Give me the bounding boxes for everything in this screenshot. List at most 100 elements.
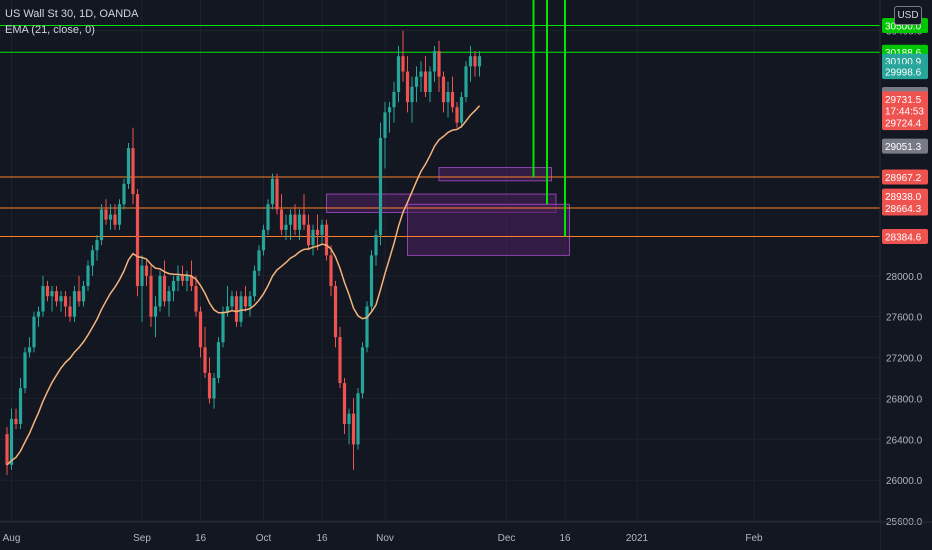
- candle-body: [356, 393, 360, 445]
- candle-body: [347, 413, 351, 424]
- candle-body: [369, 255, 374, 307]
- candle-body: [365, 306, 369, 348]
- price-label: 28384.6: [885, 233, 922, 244]
- price-label-bg: [882, 169, 928, 185]
- candle-body: [297, 214, 302, 230]
- candle-body: [284, 224, 288, 230]
- candle-body: [54, 291, 59, 302]
- candle-body: [360, 347, 365, 394]
- time-tick-label: Feb: [745, 533, 763, 544]
- time-tick-label: Nov: [376, 533, 394, 544]
- price-tick-label: 26400.0: [886, 435, 923, 446]
- candle-body: [441, 76, 446, 103]
- price-tick-label: 27200.0: [886, 354, 923, 365]
- candle-body: [293, 214, 297, 230]
- candle-body: [410, 86, 414, 103]
- candle-body: [99, 209, 104, 241]
- candle-body: [158, 275, 162, 307]
- candle-body: [302, 214, 306, 225]
- ema-line: [6, 105, 481, 466]
- time-tick-label: 16: [559, 533, 571, 544]
- candle-body: [198, 311, 203, 348]
- candle-body: [432, 51, 437, 72]
- price-label: 30500.0: [885, 22, 922, 33]
- price-label-bg: [882, 138, 928, 154]
- price-label-bg: [882, 229, 928, 245]
- candle-body: [455, 107, 459, 123]
- price-label: 29731.5: [885, 95, 922, 106]
- candle-body: [23, 352, 27, 389]
- time-tick-label: 16: [195, 533, 207, 544]
- candle-body: [162, 275, 167, 302]
- candle-body: [387, 107, 392, 113]
- candle-body: [122, 183, 126, 205]
- price-axis: 30400.028000.027600.027200.026800.026400…: [879, 0, 932, 550]
- price-label: 29051.3: [885, 142, 922, 153]
- price-label-bg: [882, 102, 928, 118]
- candle-body: [473, 56, 477, 67]
- candle-body: [351, 413, 356, 445]
- candle-body: [392, 91, 396, 108]
- candle-body: [140, 265, 144, 287]
- candle-body: [383, 112, 387, 138]
- candle-body: [36, 311, 41, 317]
- candle-body: [216, 342, 221, 378]
- candle-body: [212, 377, 216, 399]
- price-tick-label: 28000.0: [886, 272, 923, 283]
- candle-body: [45, 286, 50, 297]
- candle-body: [185, 275, 189, 281]
- candle-body: [459, 97, 464, 123]
- supply-demand-zone: [438, 167, 552, 182]
- candle-body: [414, 76, 419, 87]
- candle-body: [446, 91, 450, 103]
- candle-body: [86, 265, 90, 287]
- candle-body: [401, 56, 405, 72]
- time-axis-background: [0, 522, 880, 550]
- candle-body: [176, 275, 180, 281]
- candle-body: [315, 229, 320, 235]
- candle-body: [171, 280, 176, 292]
- price-label: 28664.3: [885, 204, 922, 215]
- candle-body: [225, 306, 230, 312]
- candle-body: [320, 224, 324, 235]
- candle-body: [27, 347, 32, 353]
- candle-body: [257, 250, 261, 271]
- currency-button[interactable]: USD: [894, 6, 922, 25]
- price-label-bg: [882, 64, 928, 80]
- price-label-bg: [882, 200, 928, 216]
- candle-body: [63, 296, 68, 307]
- price-label: 28938.0: [885, 192, 922, 203]
- candle-body: [342, 383, 347, 424]
- ema-indicator-label[interactable]: EMA (21, close, 0): [5, 24, 95, 36]
- candle-body: [117, 204, 122, 225]
- candle-body: [104, 209, 108, 220]
- candle-body: [279, 209, 284, 230]
- symbol-title[interactable]: US Wall St 30, 1D, OANDA: [5, 8, 139, 20]
- candle-body: [234, 296, 239, 322]
- candle-body: [311, 229, 315, 246]
- price-label: 17:44:53: [885, 106, 924, 117]
- candle-body: [374, 234, 378, 256]
- candle-body: [203, 347, 207, 373]
- candle-body: [437, 51, 441, 77]
- candle-body: [77, 291, 81, 302]
- candle-body: [131, 148, 135, 195]
- price-tick-label: 26000.0: [886, 476, 923, 487]
- candles: [5, 30, 482, 476]
- price-label: 28967.2: [885, 173, 922, 184]
- supply-demand-zone: [407, 203, 570, 256]
- candle-body: [324, 224, 329, 256]
- price-label-bg: [882, 91, 928, 107]
- candle-body: [243, 296, 248, 307]
- price-label: 29724.4: [885, 119, 922, 130]
- candle-body: [450, 91, 455, 108]
- candle-body: [239, 296, 243, 322]
- candle-body: [270, 178, 275, 205]
- time-tick-label: Sep: [133, 533, 151, 544]
- candle-body: [468, 56, 473, 67]
- candle-body: [14, 418, 18, 424]
- candle-body: [113, 214, 117, 225]
- candle-body: [306, 224, 311, 246]
- candle-body: [108, 214, 113, 220]
